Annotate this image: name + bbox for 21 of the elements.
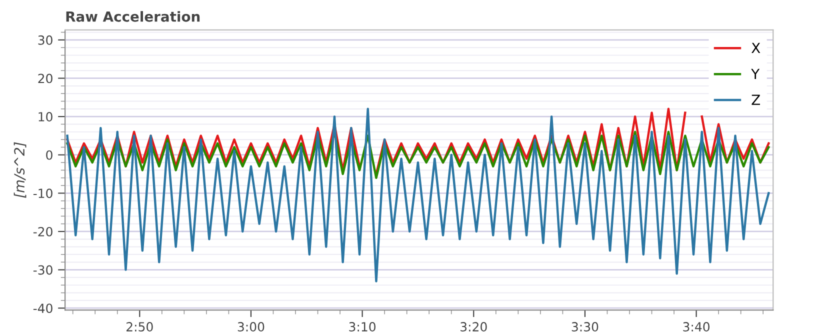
chart-title: Raw Acceleration — [66, 11, 200, 22]
line-series — [66, 108, 770, 282]
y-tick-label: -40 — [33, 304, 52, 314]
line-series — [66, 130, 770, 179]
x-tick-label: 3:30 — [572, 322, 598, 332]
y-tick-label: 20 — [38, 74, 52, 84]
x-tick-label: 3:40 — [683, 322, 710, 332]
legend-label: Z — [752, 94, 760, 105]
x-tick-label: 3:10 — [349, 322, 376, 332]
x-tick-label: 2:50 — [126, 322, 153, 332]
x-tick-label: 3:00 — [238, 322, 264, 332]
y-tick-label: 10 — [38, 112, 52, 122]
legend-label: Y — [751, 68, 760, 79]
y-tick-label: -10 — [33, 188, 52, 198]
y-axis-title: [m/s^2] — [14, 142, 26, 198]
legend-label: X — [752, 42, 760, 54]
y-tick-label: -20 — [33, 226, 52, 236]
y-tick-label: 0 — [46, 150, 52, 160]
y-tick-label: 30 — [38, 35, 52, 45]
y-tick-label: -30 — [33, 265, 52, 275]
x-tick-label: 3:20 — [460, 322, 487, 332]
